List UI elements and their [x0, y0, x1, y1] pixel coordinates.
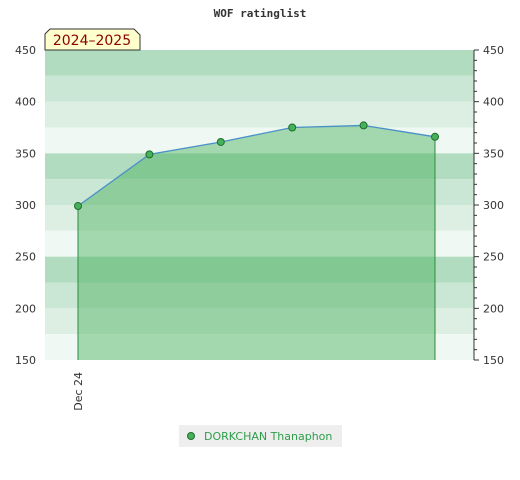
series-area — [78, 125, 435, 360]
y-tick-label-right: 250 — [483, 251, 504, 264]
grid-band — [45, 75, 474, 102]
grid-band — [45, 205, 474, 231]
grid-band — [45, 101, 474, 128]
y-tick-label-left: 150 — [15, 354, 36, 367]
grid-band — [45, 308, 474, 335]
grid-band — [45, 334, 474, 360]
chart-title: WOF ratinglist — [214, 7, 307, 20]
season-label: 2024–2025 — [53, 33, 131, 49]
data-point — [216, 137, 225, 146]
grid-band — [45, 282, 474, 309]
grid-band — [45, 230, 474, 257]
data-point — [359, 121, 368, 130]
y-tick-label-right: 450 — [483, 44, 504, 57]
y-tick-label-right: 400 — [483, 96, 504, 109]
grid-band — [45, 179, 474, 205]
x-tick-label: Dec 24 — [72, 372, 85, 411]
data-points — [74, 121, 439, 211]
data-point — [288, 123, 297, 132]
y-tick-label-left: 400 — [15, 96, 36, 109]
legend-label: DORKCHAN Thanaphon — [204, 430, 332, 443]
y-tick-label-left: 250 — [15, 251, 36, 264]
season-badge: 2024–2025 — [44, 28, 141, 51]
data-point — [145, 150, 154, 159]
y-tick-label-left: 300 — [15, 199, 36, 212]
series-line — [77, 124, 436, 207]
y-axis-right: 150 200 250 300 350 400 450 — [473, 44, 504, 367]
legend[interactable]: DORKCHAN Thanaphon — [179, 425, 342, 447]
y-tick-label-right: 150 — [483, 354, 504, 367]
y-tick-label-right: 350 — [483, 147, 504, 160]
grid-band — [45, 256, 474, 283]
x-axis: Dec 24 — [72, 372, 85, 411]
grid-band — [45, 50, 474, 76]
data-point — [431, 132, 439, 141]
y-tick-label-left: 200 — [15, 302, 36, 315]
y-tick-label-right: 300 — [483, 199, 504, 212]
grid-band — [45, 153, 474, 180]
legend-box — [179, 425, 342, 447]
y-tick-label-left: 450 — [15, 44, 36, 57]
data-point — [74, 202, 82, 211]
y-tick-label-left: 350 — [15, 147, 36, 160]
season-badge-shape — [44, 28, 141, 51]
y-axis-left: 150 200 250 300 350 400 450 — [15, 44, 36, 367]
legend-marker — [187, 432, 195, 440]
y-tick-label-right: 200 — [483, 302, 504, 315]
